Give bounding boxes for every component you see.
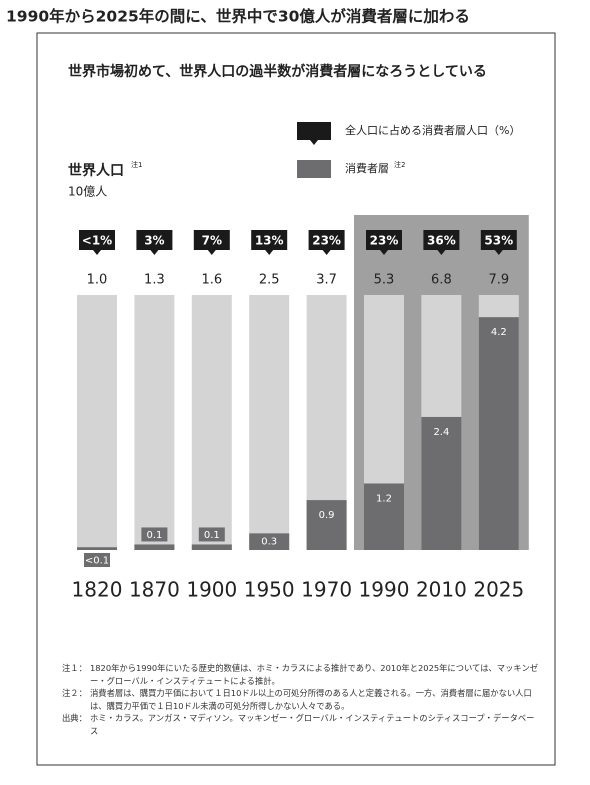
share-callout bbox=[423, 230, 460, 250]
share-pointer bbox=[150, 250, 159, 255]
share-callout bbox=[366, 230, 402, 250]
x-tick-label: 1990 bbox=[359, 578, 410, 602]
bar bbox=[421, 416, 462, 550]
note-label: 注１： bbox=[62, 663, 87, 673]
notes: 注１： 1820年から1990年にいたる歴史的数値は、ホミ・カラスによる推計であり… bbox=[62, 662, 540, 737]
legend-swatch bbox=[297, 160, 331, 178]
share-callout bbox=[308, 230, 345, 250]
share-label: 36% bbox=[427, 234, 456, 248]
value-label: 0.3 bbox=[261, 537, 277, 548]
y-label-note: 注1 bbox=[131, 160, 142, 169]
share-label: 23% bbox=[370, 234, 399, 248]
page-title: 1990年から2025年の間に、世界中で30億人が消費者層に加わる bbox=[6, 7, 470, 26]
share-callout bbox=[79, 230, 115, 250]
y-label: 世界人口 bbox=[68, 162, 124, 179]
bar bbox=[77, 547, 117, 550]
chart-title: 世界市場初めて、世界人口の過半数が消費者層になろうとしている bbox=[68, 63, 487, 80]
total-label: 5.3 bbox=[374, 273, 395, 288]
note-text: 消費者層は、購買力平価において１日10ドル以上の可処分所得のある人と定義される。… bbox=[90, 688, 532, 711]
value-label: 1.2 bbox=[376, 493, 392, 504]
x-tick-label: 1900 bbox=[186, 578, 237, 602]
note: 出典： ホミ・カラス。アンガス・マディソン。マッキンゼー・グローバル・インスティテ… bbox=[62, 712, 540, 737]
share-label: 23% bbox=[312, 234, 341, 248]
note: 注２： 消費者層は、購買力平価において１日10ドル以上の可処分所得のある人と定義さ… bbox=[62, 687, 540, 712]
bar bbox=[191, 544, 232, 550]
frame bbox=[36, 32, 556, 766]
share-pointer bbox=[437, 250, 446, 255]
total-label: 6.8 bbox=[431, 273, 452, 288]
share-pointer bbox=[207, 250, 216, 255]
share-label: 53% bbox=[484, 234, 513, 248]
total-label: 2.5 bbox=[259, 273, 280, 288]
y-unit: 10億人 bbox=[68, 185, 107, 199]
x-tick-label: 2025 bbox=[473, 578, 524, 602]
x-tick-label: 1970 bbox=[301, 578, 352, 602]
bar bbox=[478, 317, 519, 550]
total-bar bbox=[77, 295, 117, 550]
note-label: 注２： bbox=[62, 688, 87, 698]
share-pointer bbox=[380, 250, 388, 255]
total-label: 1.0 bbox=[87, 273, 108, 288]
total-label: 1.3 bbox=[144, 273, 165, 288]
share-label: <1% bbox=[82, 234, 112, 248]
share-pointer bbox=[494, 250, 503, 255]
share-label: 3% bbox=[144, 234, 164, 248]
value-label-box bbox=[141, 527, 168, 542]
legend-note: 注2 bbox=[394, 160, 405, 169]
value-label: <0.1 bbox=[85, 556, 109, 567]
x-tick-label: 2010 bbox=[416, 578, 467, 602]
share-label: 13% bbox=[255, 234, 284, 248]
value-label-box bbox=[198, 527, 225, 542]
note-text: ホミ・カラス。アンガス・マディソン。マッキンゼー・グローバル・インスティテュート… bbox=[90, 713, 535, 736]
note-label: 出典： bbox=[62, 713, 87, 723]
share-callout bbox=[193, 230, 230, 250]
bar bbox=[134, 544, 175, 550]
total-bar bbox=[191, 295, 232, 550]
bar bbox=[364, 483, 404, 550]
share-callout bbox=[480, 230, 517, 250]
x-tick-label: 1950 bbox=[244, 578, 295, 602]
bar bbox=[306, 500, 347, 550]
value-label: 4.2 bbox=[491, 327, 507, 338]
total-bar bbox=[249, 295, 290, 550]
share-callout bbox=[136, 230, 173, 250]
total-label: 1.6 bbox=[201, 273, 222, 288]
share-pointer bbox=[93, 250, 101, 255]
value-label: 0.1 bbox=[204, 530, 220, 541]
value-label-box bbox=[84, 553, 110, 567]
total-label: 7.9 bbox=[488, 273, 509, 288]
value-label: 0.1 bbox=[146, 530, 162, 541]
note-text: 1820年から1990年にいたる歴史的数値は、ホミ・カラスによる推計であり、20… bbox=[90, 663, 539, 686]
legend-label: 消費者層 bbox=[345, 161, 389, 175]
total-bar bbox=[134, 295, 175, 550]
value-label: 0.9 bbox=[319, 510, 335, 521]
share-label: 7% bbox=[202, 234, 222, 248]
legend-label: 全人口に占める消費者層人口（%） bbox=[345, 123, 520, 137]
bar bbox=[249, 533, 290, 550]
value-label: 2.4 bbox=[433, 427, 449, 438]
x-tick-label: 1870 bbox=[129, 578, 180, 602]
legend-swatch bbox=[297, 122, 331, 140]
share-pointer bbox=[322, 250, 331, 255]
x-tick-label: 1820 bbox=[72, 578, 123, 602]
legend-pointer bbox=[310, 140, 318, 145]
share-pointer bbox=[265, 250, 274, 255]
note: 注１： 1820年から1990年にいたる歴史的数値は、ホミ・カラスによる推計であり… bbox=[62, 662, 540, 687]
total-label: 3.7 bbox=[316, 273, 337, 288]
share-callout bbox=[251, 230, 288, 250]
